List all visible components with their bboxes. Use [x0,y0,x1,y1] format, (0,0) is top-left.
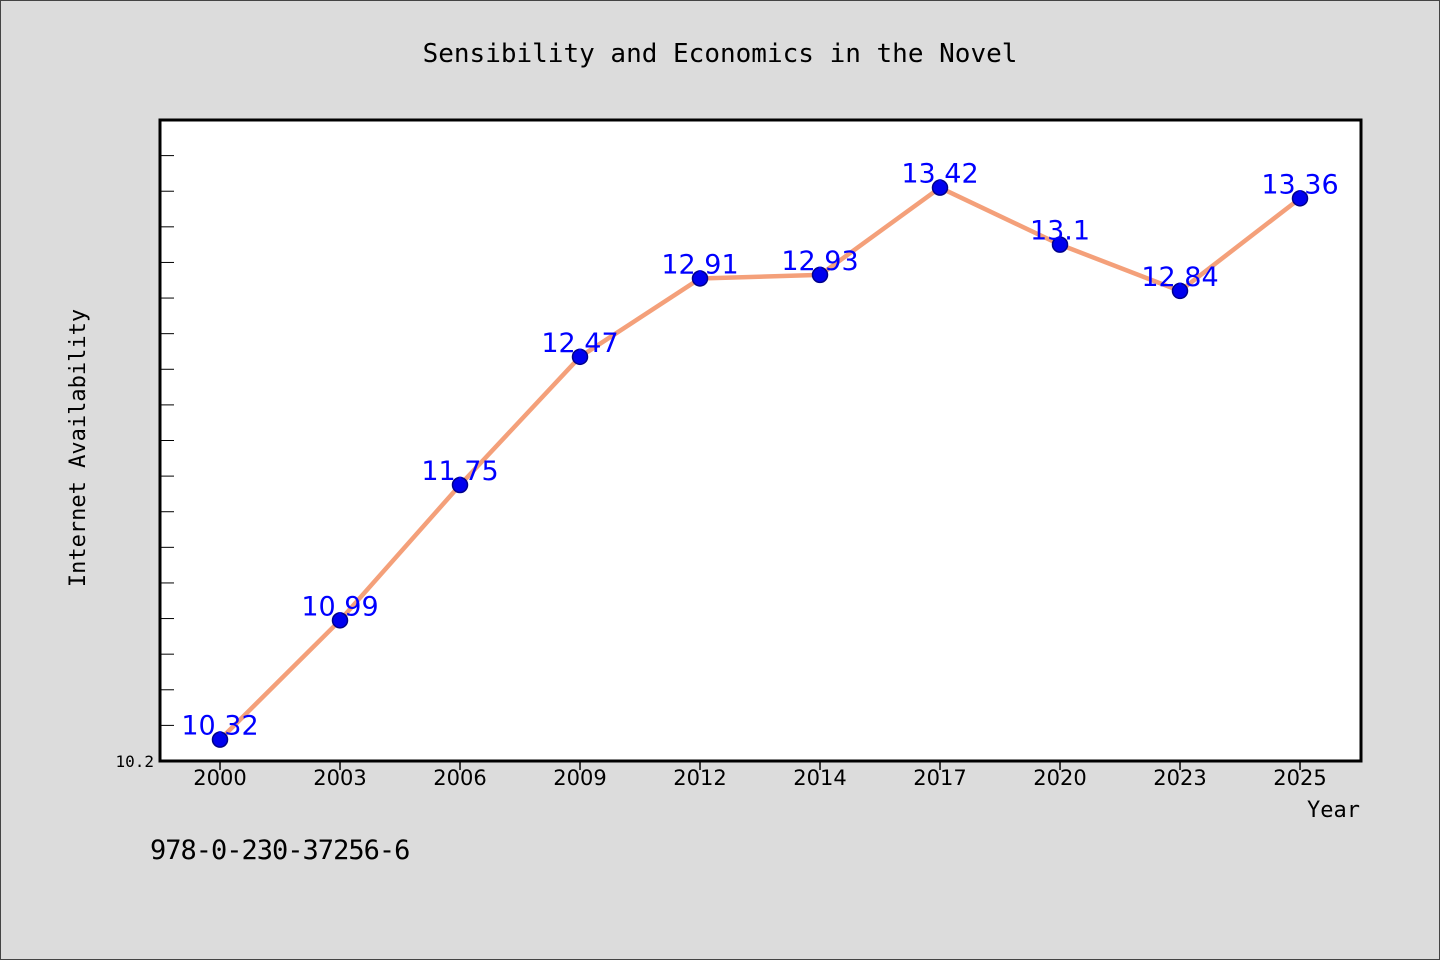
data-label: 13.1 [1030,216,1090,247]
x-tick-label: 2000 [193,766,246,790]
isbn-text: 978-0-230-37256-6 [150,835,410,866]
data-point [571,348,589,366]
data-point [1171,282,1189,300]
data-label: 12.47 [541,328,618,359]
data-label: 13.36 [1261,169,1338,200]
series-line [217,185,1303,742]
data-point [451,476,469,494]
y-tick-label: 10.2 [115,752,154,771]
x-axis-label: Year [1307,798,1360,823]
x-tick-label: 2017 [913,766,966,790]
data-label: 13.42 [901,159,978,190]
x-axis-ticks: 2000 2003 2006 2009 2012 2014 2017 2020 2023 2025 [193,761,1327,790]
data-point [931,179,949,196]
data-label: 12.91 [661,249,738,280]
y-axis-label: Internet Availability [66,309,91,587]
data-label: 12.93 [781,246,858,277]
chart-title: Sensibility and Economics in the Novel [423,39,1018,69]
plot-area [158,118,1363,763]
x-tick-label: 2023 [1153,766,1206,790]
x-tick-label: 2014 [793,766,846,790]
x-tick-label: 2009 [553,766,606,790]
data-point [691,270,709,287]
data-label: 10.32 [181,711,258,742]
data-label: 11.75 [421,456,498,487]
data-point [1291,190,1309,207]
data-labels: 10.32 10.99 11.75 12.47 12.91 12.93 13.42 13.1 1… [181,159,1338,742]
y-axis-ticks: 10.2 [115,155,174,771]
x-tick-label: 2012 [673,766,726,790]
data-point [811,266,829,284]
x-tick-label: 2006 [433,766,486,790]
data-point [1051,236,1069,253]
data-point [331,612,349,629]
data-markers [211,179,1309,748]
data-point [211,731,229,748]
x-tick-label: 2025 [1273,766,1326,790]
x-tick-label: 2020 [1033,766,1086,790]
data-label: 12.84 [1141,262,1218,293]
data-label: 10.99 [301,591,378,622]
x-tick-label: 2003 [313,766,366,790]
